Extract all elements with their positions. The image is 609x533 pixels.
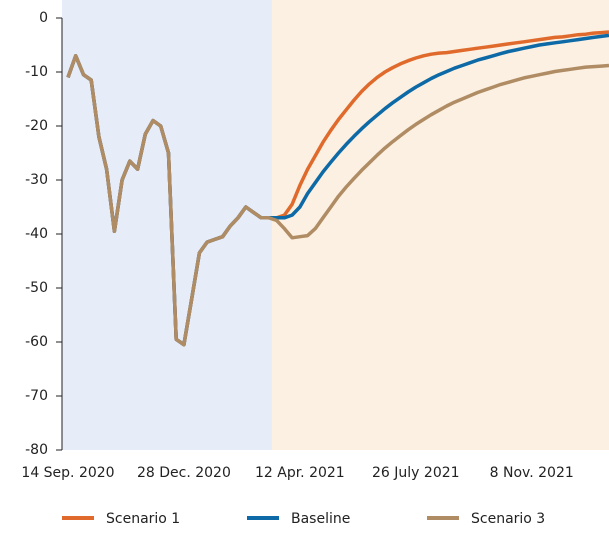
x-tick-label: 8 Nov. 2021: [490, 465, 574, 481]
y-tick-label: -20: [25, 118, 48, 134]
x-tick-label: 12 Apr. 2021: [255, 465, 345, 481]
x-tick-label: 14 Sep. 2020: [21, 465, 114, 481]
y-tick-label: -60: [25, 334, 48, 350]
x-tick-label: 26 July 2021: [372, 465, 460, 481]
y-tick-label: -70: [25, 388, 48, 404]
y-tick-label: -80: [25, 442, 48, 458]
projection-shade: [272, 0, 609, 450]
y-tick-label: -40: [25, 226, 48, 242]
series-line: [66, 54, 609, 347]
legend-label: Scenario 3: [471, 511, 545, 527]
y-tick-label: 0: [39, 10, 48, 26]
x-tick-label: 28 Dec. 2020: [137, 465, 231, 481]
history-shade: [62, 0, 272, 450]
legend-label: Scenario 1: [106, 511, 180, 527]
y-tick-label: -30: [25, 172, 48, 188]
legend-label: Baseline: [291, 511, 350, 527]
y-tick-label: -50: [25, 280, 48, 296]
y-tick-label: -10: [25, 64, 48, 80]
